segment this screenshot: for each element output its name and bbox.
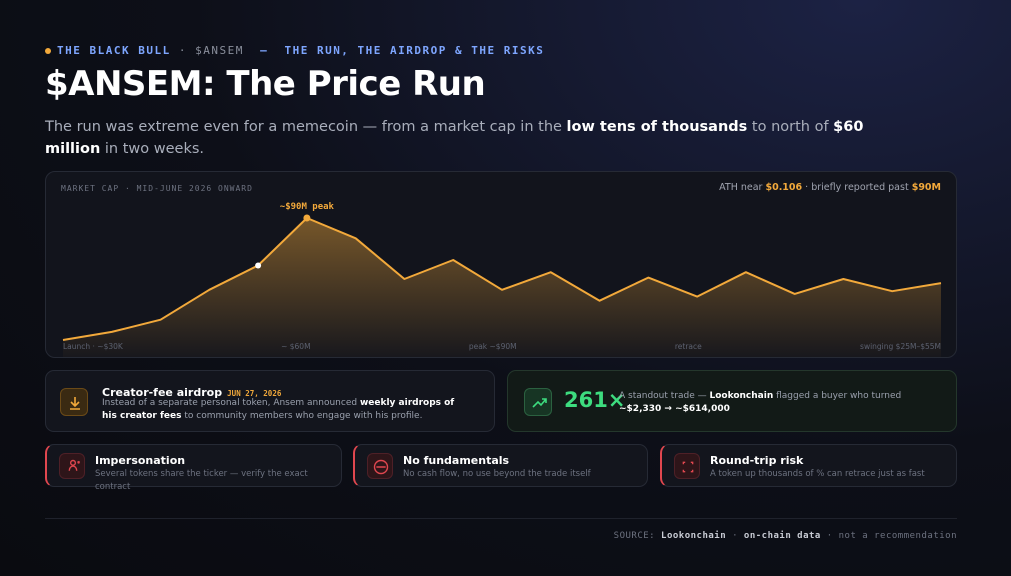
eyebrow-ticker: · $ANSEM: [178, 44, 244, 57]
subtitle: The run was extreme even for a memecoin …: [45, 116, 905, 160]
risk-text: A token up thousands of % can retrace ju…: [710, 469, 925, 479]
text: The run was extreme even for a memecoin …: [45, 119, 567, 135]
airdrop-text: Instead of a separate personal token, An…: [102, 397, 472, 423]
text: to north of: [747, 119, 834, 135]
area: [63, 218, 941, 357]
footer: SOURCE: Lookonchain · on-chain data · no…: [614, 531, 957, 541]
peak-annotation: ~$90M peak: [280, 202, 335, 212]
trade-text: A standout trade — Lookonchain flagged a…: [619, 390, 939, 416]
risk-card: Impersonation Several tokens share the ti…: [45, 444, 342, 492]
eyebrow-topic: THE RUN, THE AIRDROP & THE RISKS: [284, 44, 545, 57]
chart-note: ATH near $0.106 · briefly reported past …: [719, 182, 941, 193]
risk-icon: [682, 461, 694, 473]
text: $90M: [911, 182, 941, 193]
airdrop-title: Creator-fee airdrop: [102, 386, 223, 399]
text: to community members who engage with his…: [181, 411, 423, 421]
text: · not a recommendation: [826, 531, 957, 541]
risk-title: Impersonation: [95, 454, 186, 467]
icon: [524, 388, 552, 416]
text: $0.106: [765, 182, 803, 193]
eyebrow-dash: –: [260, 44, 269, 57]
text: ~$2,330 → ~$614,000: [619, 404, 730, 414]
x-label: swinging $25M–$55M: [860, 342, 941, 351]
risk-text: Several tokens share the ticker — verify…: [95, 469, 308, 492]
text: $60 million: [45, 119, 864, 157]
text: flagged a buyer who turned: [773, 391, 902, 401]
x-labels: Launch · ~$30K ~ $60M peak ~$90M retrace swi…: [63, 342, 941, 351]
text: weekly airdrops of his creator fees: [102, 398, 455, 421]
text: ·: [732, 531, 738, 541]
divider: [45, 518, 957, 519]
x-label: peak ~$90M: [468, 342, 517, 351]
risk-text: No cash flow, no use beyond the trade it…: [403, 469, 591, 479]
risk-icon: [68, 459, 80, 471]
icon: [674, 453, 700, 479]
glyph: [373, 459, 389, 475]
text: on-chain data: [743, 531, 821, 541]
chart: ~$90M peak: [62, 202, 942, 357]
airdrop-head: Creator-fee airdrop JUN 27, 2026: [102, 381, 281, 400]
line: [62, 217, 942, 341]
glyph: [682, 461, 694, 473]
text: Lookonchain: [709, 391, 774, 401]
risk-icon: [373, 459, 389, 475]
x-label: Launch · ~$30K: [63, 342, 123, 351]
x-label: ~ $60M: [281, 342, 311, 351]
x-label: retrace: [674, 342, 702, 351]
trend-icon: [532, 398, 547, 408]
text: Instead of a separate personal token, An…: [102, 398, 360, 408]
text: A standout trade —: [619, 391, 710, 401]
peak-marker: [303, 214, 311, 222]
point-marker: [255, 262, 262, 269]
eyebrow: THE BLACK BULL · $ANSEM – THE RUN, THE A…: [45, 44, 544, 57]
text: SOURCE:: [613, 531, 656, 541]
icon: [367, 453, 393, 479]
chart-label: MARKET CAP · MID-JUNE 2026 ONWARD: [61, 184, 253, 193]
risk-title: Round-trip risk: [710, 454, 804, 467]
risk-card: No fundamentals No cash flow, no use beyo…: [353, 444, 648, 487]
airdrop-date: JUN 27, 2026: [227, 389, 282, 398]
text: · briefly reported past: [802, 182, 912, 193]
text: in two weeks.: [100, 141, 205, 157]
text: Lookonchain: [661, 531, 727, 541]
airdrop-card: Creator-fee airdrop JUN 27, 2026 Instead…: [45, 370, 495, 432]
glyph: [68, 459, 80, 471]
eyebrow-brand: THE BLACK BULL: [57, 44, 171, 57]
risk-card: Round-trip risk A token up thousands of %…: [660, 444, 957, 487]
icon: [59, 453, 85, 479]
title: $ANSEM: The Price Run: [45, 64, 486, 104]
trade-card: 261× A standout trade — Lookonchain flag…: [507, 370, 957, 432]
text: low tens of thousands: [566, 119, 748, 135]
text: ATH near: [719, 182, 766, 193]
icon: [60, 388, 88, 416]
trade-multiple: 261×: [564, 388, 626, 412]
chart-panel: ~$90M peak MARKET CAP · MID-JUNE 2026 ON…: [45, 171, 957, 358]
risk-title: No fundamentals: [403, 454, 510, 467]
download-icon: [70, 397, 80, 410]
